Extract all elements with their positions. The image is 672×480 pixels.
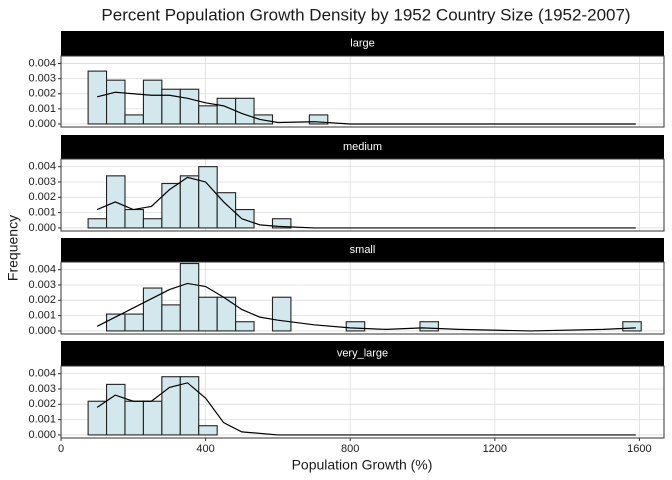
- density-line: [96, 282, 636, 332]
- y-tick-label: 0.000: [28, 118, 56, 130]
- density-line: [96, 382, 636, 436]
- bar: [235, 321, 255, 332]
- x-axis-label: Population Growth (%): [292, 457, 433, 473]
- x-tick-label: 1200: [483, 443, 507, 455]
- bar: [235, 97, 255, 125]
- bar: [106, 383, 126, 436]
- bar: [87, 218, 108, 229]
- x-tick-label: 800: [341, 443, 359, 455]
- bar: [161, 88, 181, 125]
- bar: [216, 97, 237, 125]
- bar: [345, 321, 366, 332]
- panel-border: [60, 55, 665, 128]
- bar: [161, 182, 181, 229]
- y-tick-label: 0.001: [28, 103, 56, 115]
- bar: [142, 79, 163, 125]
- y-axis-label: Frequency: [5, 215, 21, 281]
- y-tick-label: 0.000: [28, 222, 56, 234]
- y-tick-label: 0.001: [28, 207, 56, 219]
- y-tick-label: 0.001: [28, 414, 56, 426]
- bar: [271, 296, 292, 332]
- bar: [179, 88, 200, 125]
- bar: [419, 321, 439, 332]
- bar: [198, 296, 218, 332]
- x-tick-label: 0: [58, 443, 64, 455]
- x-tick-label: 1600: [627, 443, 651, 455]
- y-tick-label: 0.000: [28, 325, 56, 337]
- bar: [161, 304, 181, 332]
- bar: [308, 114, 329, 125]
- bar: [235, 209, 255, 229]
- facet-label: very_large: [337, 347, 388, 359]
- facet-strip: [61, 135, 664, 159]
- bar: [179, 262, 200, 332]
- bar: [179, 175, 200, 229]
- bar: [124, 400, 144, 436]
- y-tick-label: 0.001: [28, 310, 56, 322]
- bar: [106, 79, 126, 125]
- y-tick-label: 0.003: [28, 279, 56, 291]
- x-tick-label: 400: [196, 443, 214, 455]
- density-line: [97, 91, 636, 125]
- bar: [142, 400, 163, 436]
- y-tick-label: 0.004: [28, 264, 56, 276]
- y-tick-label: 0.002: [28, 398, 56, 410]
- bar: [87, 400, 108, 436]
- y-tick-label: 0.003: [28, 73, 56, 85]
- chart-title: Percent Population Growth Density by 195…: [101, 5, 630, 24]
- bar: [271, 218, 292, 229]
- bar: [179, 376, 200, 436]
- bar: [198, 166, 218, 229]
- bar: [124, 209, 144, 229]
- y-tick-label: 0.003: [28, 176, 56, 188]
- bar: [142, 218, 163, 229]
- y-tick-label: 0.004: [28, 57, 56, 69]
- bar: [124, 114, 144, 125]
- panel-border: [60, 261, 665, 335]
- facet-label: small: [350, 244, 376, 256]
- y-tick-label: 0.000: [28, 429, 56, 441]
- y-tick-label: 0.002: [28, 191, 56, 203]
- density-line: [96, 176, 636, 229]
- facet-strip: [61, 341, 664, 366]
- bar: [87, 70, 108, 125]
- bar: [198, 425, 218, 436]
- y-tick-label: 0.003: [28, 383, 56, 395]
- panel-border: [60, 158, 665, 232]
- facet-strip: [61, 238, 664, 262]
- y-tick-label: 0.002: [28, 294, 56, 306]
- y-tick-label: 0.004: [28, 161, 56, 173]
- bar: [216, 296, 237, 332]
- facet-strip: [61, 31, 664, 56]
- bar: [124, 313, 144, 332]
- bar: [622, 321, 642, 332]
- panel-border: [60, 365, 665, 439]
- facet-label: large: [350, 37, 374, 49]
- y-tick-label: 0.004: [28, 368, 56, 380]
- bar: [198, 105, 218, 125]
- y-tick-label: 0.002: [28, 88, 56, 100]
- facet-label: medium: [343, 141, 382, 153]
